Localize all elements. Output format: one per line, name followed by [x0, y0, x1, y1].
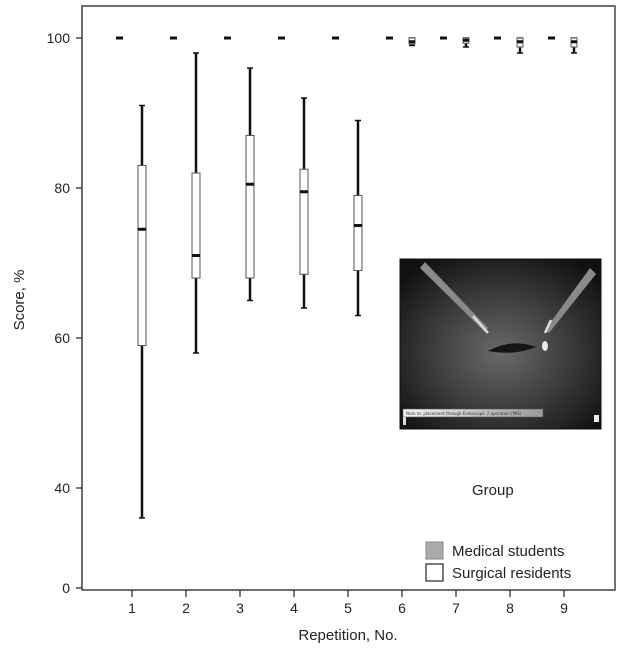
box-surgical-residents — [245, 67, 255, 302]
box-medical-students — [116, 36, 123, 40]
box-medical-students — [386, 36, 393, 40]
x-tick-label: 6 — [398, 600, 406, 616]
box-surgical-residents — [462, 37, 470, 48]
x-tick-label: 7 — [452, 600, 460, 616]
x-tick-label: 4 — [290, 600, 298, 616]
y-tick-label: 80 — [54, 180, 70, 196]
median-mark — [517, 40, 523, 44]
box-surgical-residents — [570, 37, 578, 54]
y-tick-label: 100 — [47, 30, 71, 46]
box-surgical-residents — [137, 104, 147, 519]
iqr-box — [191, 172, 201, 279]
y-axis-ticks: 0 40 60 80 100 — [47, 30, 82, 596]
legend-label-medical-students: Medical students — [452, 543, 565, 560]
x-tick-label: 5 — [344, 600, 352, 616]
x-tick-label: 2 — [182, 600, 190, 616]
x-tick-label: 9 — [560, 600, 568, 616]
legend-label-surgical-residents: Surgical residents — [452, 565, 571, 582]
iqr-box — [245, 135, 255, 279]
median-mark — [354, 224, 362, 227]
iqr-box — [137, 165, 147, 346]
iqr-box — [299, 168, 309, 275]
median-mark — [300, 190, 308, 194]
x-axis-title: Repetition, No. — [298, 627, 397, 644]
inset-caption: Note to: placement through Endoscopic 2 … — [406, 411, 522, 416]
median-mark — [138, 227, 146, 231]
x-tick-label: 1 — [128, 600, 136, 616]
y-axis-title: Score, % — [11, 270, 28, 331]
iqr-box — [353, 195, 363, 271]
box-medical-students — [278, 36, 285, 40]
box-medical-students — [170, 36, 177, 40]
x-axis-ticks: 1 2 3 4 5 6 7 8 9 — [128, 590, 568, 616]
box-medical-students — [332, 36, 339, 40]
x-tick-label: 8 — [506, 600, 514, 616]
box-surgical-residents — [353, 119, 363, 317]
median-mark — [246, 182, 254, 186]
median-mark — [192, 254, 200, 257]
x-tick-label: 3 — [236, 600, 244, 616]
inset-endoscopic-image: Note to: placement through Endoscopic 2 … — [399, 258, 602, 430]
median-mark — [571, 40, 577, 44]
box-surgical-residents — [191, 52, 201, 354]
y-tick-label: 40 — [54, 480, 70, 496]
box-medical-students — [548, 36, 555, 40]
legend-swatch-surgical-residents — [425, 563, 444, 582]
legend-swatch-medical-students — [425, 541, 444, 560]
legend-title: Group — [472, 482, 514, 499]
box-medical-students — [494, 36, 501, 40]
box-surgical-residents — [408, 37, 416, 47]
box-surgical-residents — [299, 97, 309, 309]
box-surgical-residents — [516, 37, 524, 54]
surgical-residents-boxes — [137, 37, 578, 519]
box-medical-students — [440, 36, 447, 40]
median-mark — [409, 40, 415, 44]
medical-students-boxes — [116, 36, 555, 40]
legend: Group Medical students Surgical resident… — [425, 482, 571, 582]
median-mark — [463, 38, 469, 42]
y-tick-label: 0 — [62, 580, 70, 596]
y-tick-label: 60 — [54, 330, 70, 346]
box-medical-students — [224, 36, 231, 40]
